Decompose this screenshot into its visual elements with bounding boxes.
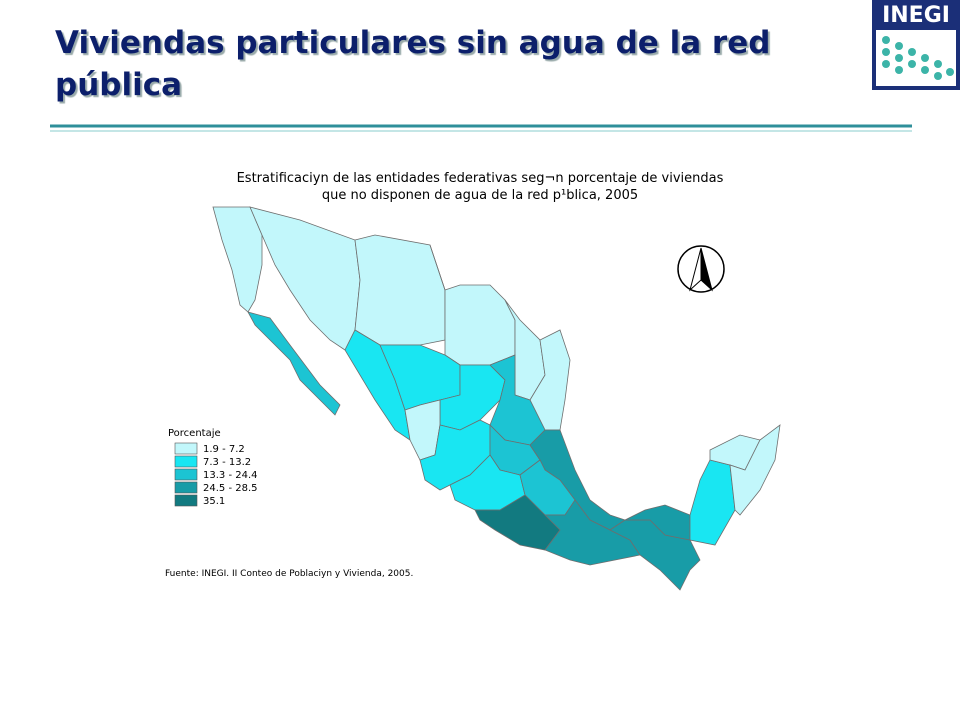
state-region [249, 206, 361, 351]
state-region [689, 459, 736, 546]
state-region [404, 399, 441, 461]
legend-swatch [174, 481, 198, 494]
legend-label: 35.1 [203, 496, 225, 507]
source-note: Fuente: INEGI. II Conteo de Poblaciyn y … [165, 569, 413, 579]
legend-swatch [174, 494, 198, 507]
logo-text: INEGI [882, 3, 950, 28]
state-region [212, 206, 263, 313]
map-title: que no disponen de agua de la red p¹blic… [322, 188, 638, 203]
legend-swatch [174, 455, 198, 468]
legend-swatch [174, 468, 198, 481]
map [212, 206, 781, 591]
legend-label: 13.3 - 24.4 [203, 470, 258, 481]
state-region [354, 234, 446, 346]
state-region [729, 424, 781, 516]
legend-label: 7.3 - 13.2 [203, 457, 251, 468]
map-title: Estratificaciyn de las entidades federat… [237, 171, 724, 186]
north-arrow [677, 245, 725, 293]
legend-swatch [174, 442, 198, 455]
state-region [247, 311, 341, 416]
legend: 1.9 - 7.2 7.3 - 13.2 13.3 - 24.4 24.5 - 28.… [174, 442, 258, 507]
logo: INEGI [872, 0, 960, 90]
legend-label: 24.5 - 28.5 [203, 483, 258, 494]
legend-label: 1.9 - 7.2 [203, 444, 245, 455]
slide-title: Viviendas particulares sin agua de la re… [55, 25, 771, 103]
legend-title: Porcentaje [168, 428, 221, 439]
